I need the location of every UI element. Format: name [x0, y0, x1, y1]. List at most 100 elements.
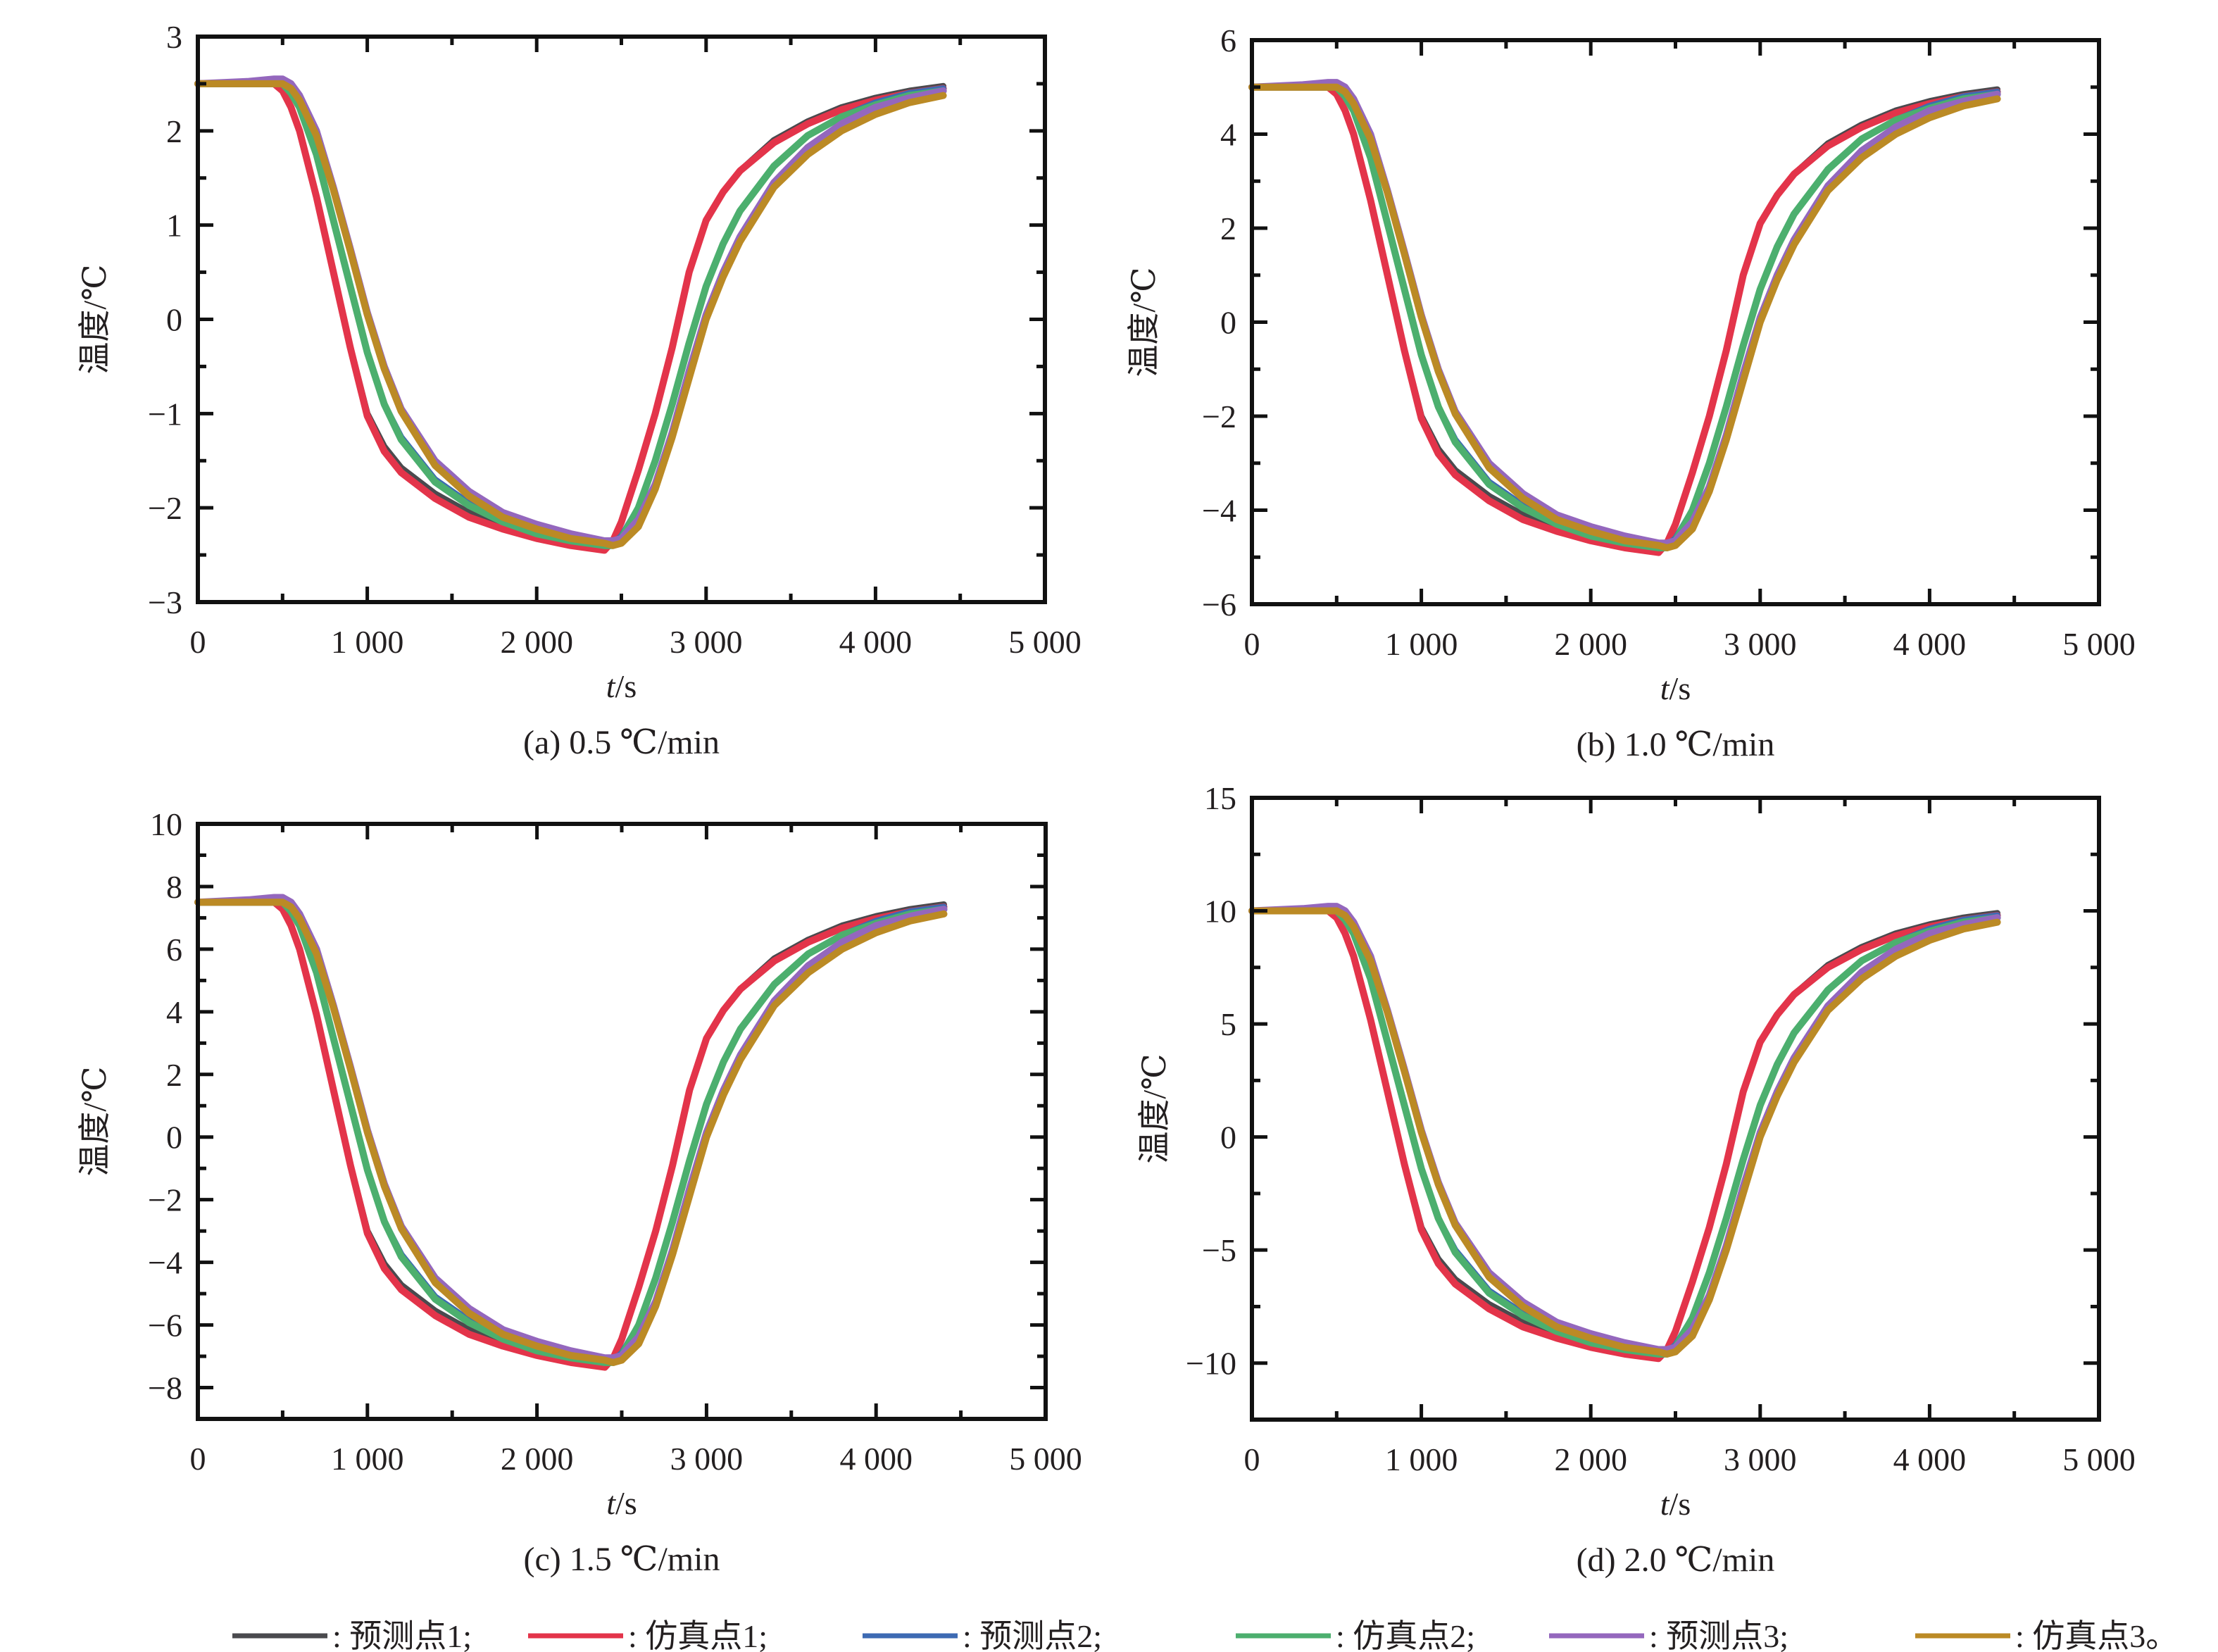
series-line-sim1 [1248, 83, 2001, 556]
x-tick-label: 4 000 [839, 624, 913, 660]
legend-label-pred2: : 预测点2; [963, 1618, 1102, 1652]
y-axis-title: 温度/℃ [77, 264, 113, 374]
x-tick-label: 1 000 [331, 624, 404, 660]
y-tick-label: −10 [1186, 1346, 1236, 1382]
y-tick-label: 15 [1204, 780, 1236, 816]
x-tick-label: 0 [1244, 626, 1260, 662]
y-tick-label: 0 [1220, 1120, 1236, 1156]
y-tick-label: −2 [148, 490, 182, 526]
panel-caption: (c) 1.5 ℃/min [524, 1541, 720, 1578]
y-tick-label: −2 [148, 1182, 182, 1218]
series-line-sim3 [1248, 907, 2001, 1358]
y-tick-label: 6 [1220, 23, 1236, 58]
y-tick-label: 8 [166, 869, 182, 905]
x-tick-label: 1 000 [331, 1441, 404, 1477]
x-tick-label: 4 000 [839, 1441, 913, 1477]
x-tick-label: 3 000 [670, 624, 743, 660]
y-tick-label: 10 [1204, 894, 1236, 930]
series-line-pred2 [194, 80, 947, 546]
x-tick-label: 3 000 [1724, 626, 1797, 662]
series-line-pred1 [1248, 84, 2001, 553]
panel-b: 0 1 000 2 000 3 000 4 000 5 000 −6 −4 −2 0 2 4 6 t/s 温… [1126, 23, 2136, 763]
panel-a: 0 1 000 2 000 3 000 4 000 5 000 −3 −2 −1 0 1 2 3 t/s 温… [77, 19, 1082, 761]
series-line-pred2 [194, 899, 947, 1364]
x-axis-unit: /s [1669, 670, 1691, 706]
series-line-sim2 [1248, 83, 2001, 551]
y-tick-label: 2 [1220, 211, 1236, 246]
series-line-sim2 [194, 899, 948, 1366]
y-tick-label: 0 [166, 302, 182, 338]
y-tick-label: −2 [1202, 399, 1236, 434]
series-line-pred3 [1248, 79, 2001, 547]
series-line-pred1 [194, 899, 947, 1368]
x-tick-label: 1 000 [1385, 1441, 1458, 1477]
x-tick-label: 0 [190, 1441, 206, 1477]
series-line-pred2 [1248, 84, 2001, 549]
series-line-pred2 [1248, 908, 2001, 1356]
y-tick-label: 4 [1220, 117, 1236, 153]
y-tick-label: 2 [166, 113, 182, 149]
y-tick-label: −3 [148, 584, 182, 620]
series-line-sim3 [1248, 83, 2001, 551]
y-tick-label: 0 [1220, 305, 1236, 341]
y-tick-label: 4 [166, 994, 182, 1030]
y-tick-label: −4 [1202, 493, 1236, 529]
panel-d: 0 1 000 2 000 3 000 4 000 5 000 −10 −5 0 5 10 15 t/s… [1136, 780, 2136, 1579]
x-tick-label: 2 000 [500, 624, 573, 660]
series-line-sim1 [194, 80, 947, 554]
series-line-pred3 [1248, 903, 2001, 1353]
series-line-sim3 [194, 899, 948, 1366]
x-tick-label: 5 000 [2062, 626, 2136, 662]
x-tick-label: 5 000 [1008, 624, 1082, 660]
y-tick-label: 0 [166, 1120, 182, 1156]
legend-label-sim2: : 仿真点2; [1336, 1618, 1475, 1652]
x-tick-label: 4 000 [1893, 1441, 1967, 1477]
legend-label-pred3: : 预测点3; [1649, 1618, 1788, 1652]
x-tick-label: 2 000 [1554, 1441, 1627, 1477]
series-line-sim1 [194, 899, 948, 1371]
series-line-sim3 [194, 80, 947, 549]
y-tick-label: −4 [148, 1245, 182, 1281]
legend-label-pred1: : 预测点1; [332, 1618, 472, 1652]
x-axis-title: t/s [606, 1485, 637, 1521]
x-axis-variable: t [606, 668, 616, 704]
y-tick-label: 1 [166, 208, 182, 244]
panel-c: 0 1 000 2 000 3 000 4 000 5 000 −8 −6 −4 −2 0 2 4 6 8 1… [77, 806, 1082, 1578]
x-axis-variable: t [606, 1485, 616, 1521]
x-tick-label: 4 000 [1893, 626, 1967, 662]
y-tick-label: −5 [1202, 1232, 1236, 1268]
series-line-sim2 [1248, 907, 2001, 1358]
y-axis-title: 温度/℃ [1126, 267, 1162, 377]
panel-caption: (b) 1.0 ℃/min [1577, 726, 1775, 763]
x-axis-title: t/s [1660, 670, 1691, 706]
y-tick-label: 6 [166, 932, 182, 968]
x-axis-unit: /s [1669, 1486, 1691, 1522]
panel-caption: (a) 0.5 ℃/min [523, 724, 720, 761]
x-axis-variable: t [1660, 1486, 1670, 1522]
x-tick-label: 5 000 [2062, 1441, 2136, 1477]
y-tick-label: 3 [166, 19, 182, 55]
series-line-sim2 [194, 80, 947, 549]
series-line-sim1 [1248, 907, 2001, 1363]
x-tick-label: 5 000 [1009, 1441, 1082, 1477]
x-tick-label: 0 [1244, 1441, 1260, 1477]
x-tick-label: 3 000 [1724, 1441, 1797, 1477]
x-axis-title: t/s [1660, 1486, 1691, 1522]
x-axis-title: t/s [606, 668, 637, 704]
y-tick-label: 5 [1220, 1006, 1236, 1042]
x-tick-label: 1 000 [1385, 626, 1458, 662]
x-tick-label: 2 000 [501, 1441, 574, 1477]
x-tick-label: 2 000 [1554, 626, 1627, 662]
y-tick-label: −1 [148, 396, 182, 432]
x-tick-label: 0 [190, 624, 206, 660]
y-axis-title: 温度/℃ [1136, 1053, 1172, 1163]
series-line-pred1 [194, 80, 947, 551]
legend-label-sim3: : 仿真点3。 [2015, 1618, 2178, 1652]
series-line-pred3 [194, 894, 948, 1362]
y-axis-title: 温度/℃ [77, 1066, 113, 1176]
x-axis-unit: /s [615, 1485, 637, 1521]
x-axis-variable: t [1660, 670, 1670, 706]
y-tick-label: 2 [166, 1057, 182, 1093]
y-tick-label: −6 [148, 1308, 182, 1344]
